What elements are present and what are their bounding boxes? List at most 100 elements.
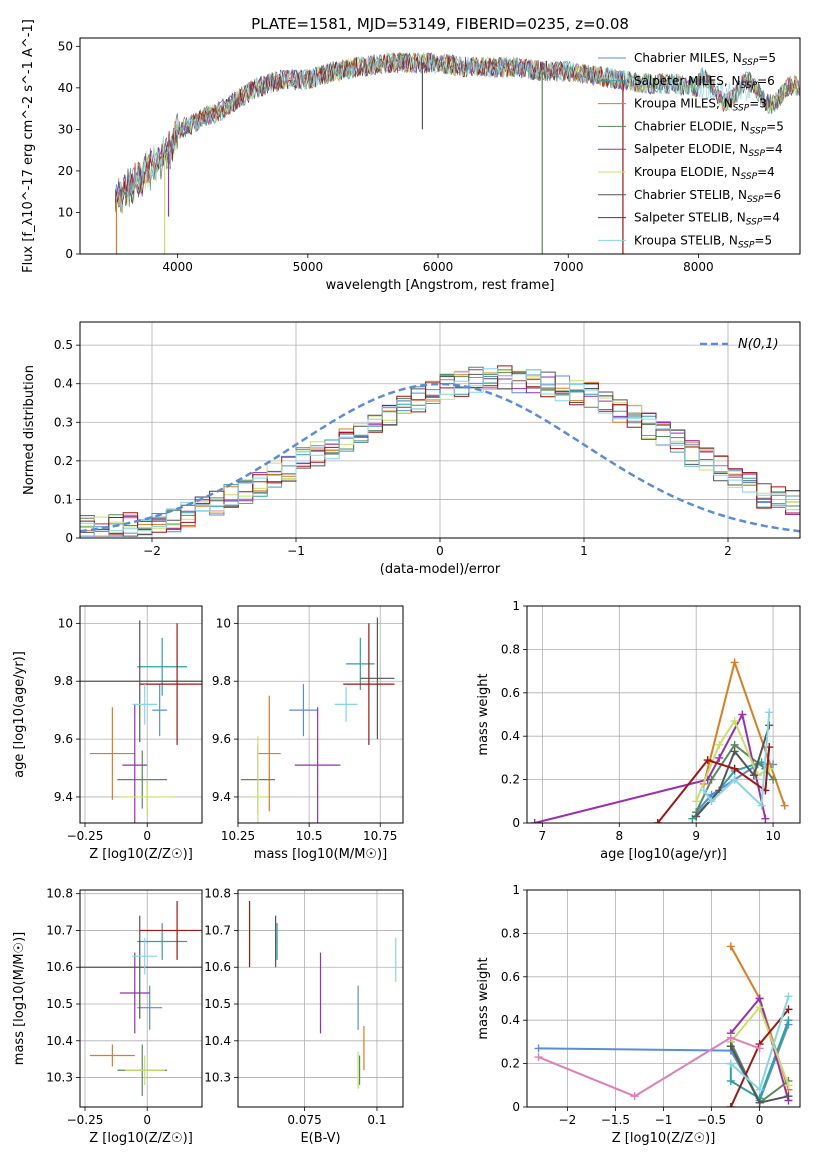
x-tick-label: 10	[765, 829, 780, 843]
plot-area	[80, 606, 202, 823]
plot-content	[240, 617, 395, 823]
x-tick-label: 0	[143, 829, 151, 843]
plot-frame	[79, 605, 203, 824]
x-tick-label: 0	[756, 1113, 764, 1127]
y-tick-label: 0.2	[54, 454, 73, 468]
y-tick-label: 10	[216, 616, 231, 630]
x-axis-label: E(B-V)	[300, 1131, 340, 1146]
x-tick-label: 10.75	[363, 829, 397, 843]
weight-marker	[769, 775, 778, 784]
weight-marker	[755, 1044, 764, 1053]
x-tick-label: −0.25	[67, 829, 104, 843]
panel-mass-vs-Z: −0.25 0 10.3 10.4 10.5 10.6 10.7 10.8 Z [log10(Z…	[12, 887, 203, 1146]
spectrum-line	[114, 51, 800, 213]
y-tick-label: 40	[58, 81, 73, 95]
x-tick-label: −0.5	[697, 1113, 726, 1127]
panel-weight-vs-Z: −2 −1.5 −1 −0.5 0 0 0.2 0.4 0.6 0.8 1 Z [log10(Z/Z☉…	[476, 883, 801, 1146]
y-axis-label: mass weight	[476, 673, 491, 755]
x-axis-label: mass [log10(M/M☉)]	[254, 847, 387, 862]
legend-label: Chabrier ELODIE, NSSP=5	[634, 119, 784, 136]
weight-marker	[715, 740, 724, 749]
y-tick-label: 30	[58, 122, 73, 136]
y-tick-label: 10.6	[46, 960, 73, 974]
histogram-step	[80, 368, 800, 537]
y-tick-label: 10.3	[46, 1071, 73, 1085]
y-tick-label: 0.1	[54, 492, 73, 506]
weight-marker	[692, 797, 701, 806]
weight-marker	[715, 753, 724, 762]
weight-marker	[703, 756, 712, 765]
legend-label: Kroupa ELODIE, NSSP=4	[634, 165, 775, 182]
plot-frame	[79, 321, 801, 539]
normal-curve	[80, 382, 800, 533]
spectrum-line	[114, 51, 623, 205]
y-tick-label: 1	[512, 599, 520, 613]
weight-marker	[755, 1003, 764, 1012]
y-tick-label: 10.7	[46, 923, 73, 937]
plot-frame	[79, 37, 801, 255]
y-tick-label: 10	[58, 205, 73, 219]
weight-marker	[707, 797, 716, 806]
plot-area	[527, 606, 800, 823]
x-tick-label: 10.5	[296, 829, 323, 843]
y-tick-label: 0	[512, 1100, 520, 1114]
y-tick-label: 0	[512, 816, 520, 830]
y-tick-label: 0.4	[501, 729, 520, 743]
plot-content	[530, 658, 789, 823]
weight-marker	[780, 801, 789, 810]
weight-marker	[730, 775, 739, 784]
weight-marker	[726, 1103, 735, 1107]
legend-label: Salpeter STELIB, NSSP=4	[634, 211, 780, 228]
plot-content	[248, 901, 397, 1089]
y-axis-label: age [log10(age/yr)]	[12, 651, 27, 778]
weight-line	[729, 1019, 790, 1100]
weight-marker	[757, 801, 766, 810]
weight-marker	[755, 1085, 764, 1094]
y-tick-label: 10.8	[204, 887, 231, 901]
weight-marker	[755, 1098, 764, 1107]
weight-marker	[761, 814, 770, 823]
x-axis-label: age [log10(age/yr)]	[600, 847, 727, 862]
legend: Chabrier MILES, NSSP=5 Salpeter MILES, NS…	[598, 51, 784, 250]
plot-content	[534, 942, 793, 1107]
x-tick-label: 0	[436, 544, 444, 558]
plot-area	[80, 890, 202, 1107]
x-tick-label: 4000	[162, 260, 193, 274]
weight-marker	[726, 1076, 735, 1085]
weight-marker	[630, 1092, 639, 1101]
panel-weight-vs-age: 7 8 9 10 0 0.2 0.4 0.6 0.8 1 age [log10(age/yr)] ma…	[476, 599, 801, 862]
plot-area	[80, 38, 800, 254]
weight-marker	[534, 1044, 543, 1053]
y-tick-label: 9.8	[54, 674, 73, 688]
y-tick-label: 0.8	[501, 926, 520, 940]
y-tick-label: 0.2	[501, 1057, 520, 1071]
y-tick-label: 10.8	[46, 887, 73, 901]
weight-marker	[784, 1016, 793, 1025]
y-tick-label: 10.5	[204, 997, 231, 1011]
plot-content	[80, 620, 202, 823]
plot-content	[114, 51, 800, 254]
weight-marker	[726, 1042, 735, 1051]
panel-age-vs-mass: 10.25 10.5 10.75 9.4 9.6 9.8 10 mass [log10(M/M…	[212, 605, 404, 862]
x-axis-label: (data-model)/error	[380, 562, 501, 577]
x-axis-label: Z [log10(Z/Z☉)]	[89, 847, 193, 862]
weight-marker	[784, 992, 793, 1001]
x-tick-label: −2	[143, 544, 161, 558]
y-tick-label: 9.4	[212, 790, 231, 804]
y-axis-label: mass [log10(M/M☉)]	[12, 932, 27, 1065]
x-tick-label: 7000	[553, 260, 584, 274]
plot-frame	[237, 889, 404, 1108]
weight-marker	[699, 786, 708, 795]
weight-marker	[653, 819, 662, 823]
x-tick-label: 10.25	[221, 829, 255, 843]
weight-marker	[784, 1005, 793, 1014]
weight-marker	[784, 1081, 793, 1090]
y-tick-label: 0.8	[501, 642, 520, 656]
y-tick-label: 1	[512, 883, 520, 897]
weight-marker	[726, 1059, 735, 1068]
x-tick-label: 0	[143, 1113, 151, 1127]
weight-marker	[738, 710, 747, 719]
y-tick-label: 0.4	[501, 1013, 520, 1027]
weight-marker	[726, 942, 735, 951]
